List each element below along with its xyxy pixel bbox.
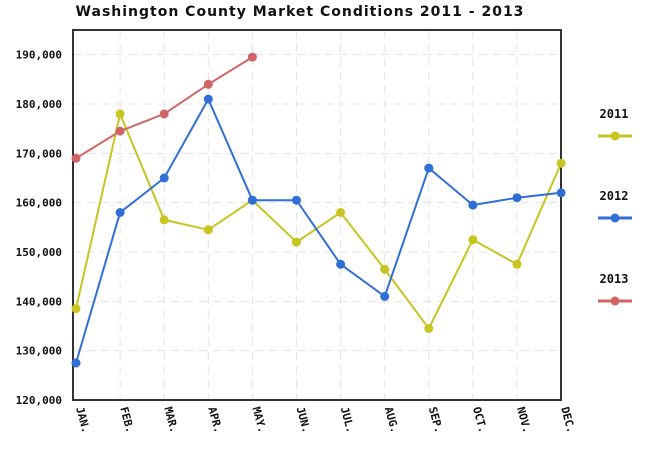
y-tick-label: 180,000 — [16, 98, 62, 111]
data-point-2012 — [380, 291, 390, 301]
data-point-2011 — [159, 215, 169, 225]
data-point-2013 — [203, 79, 213, 89]
y-tick-label: 190,000 — [16, 49, 62, 62]
data-point-2012 — [203, 94, 213, 104]
legend-label: 2011 — [600, 107, 629, 121]
x-tick-label: FEB. — [117, 405, 136, 434]
x-tick-label: SEP. — [426, 405, 445, 434]
legend-label: 2013 — [600, 272, 629, 286]
series-line-2011 — [75, 110, 563, 331]
legend-swatch-marker — [610, 296, 620, 306]
x-tick-label: DEC. — [558, 405, 577, 434]
chart-title: Washington County Market Conditions 2011… — [75, 4, 525, 20]
y-tick-label: 170,000 — [16, 147, 62, 160]
x-axis-ticks: JAN. FEB. MAR. APR. MAY. JUN. JUL. AUG. SEP. OCT.… — [73, 405, 578, 434]
y-tick-label: 120,000 — [16, 394, 62, 407]
x-tick-label: MAR. — [161, 405, 180, 434]
x-tick-label: OCT. — [470, 405, 489, 434]
data-point-2013 — [159, 109, 169, 119]
x-tick-label: AUG. — [382, 405, 401, 434]
data-point-2012 — [512, 193, 522, 203]
y-axis-ticks: 120,000 130,000 140,000 150,000 160,000 170,0… — [16, 49, 62, 407]
legend-label: 2012 — [600, 189, 629, 203]
data-point-2013 — [115, 126, 125, 136]
data-point-2012 — [336, 259, 346, 269]
series-line-2012 — [75, 96, 562, 364]
x-tick-label: APR. — [205, 405, 224, 434]
data-point-2011 — [556, 158, 566, 168]
x-tick-label: JUN. — [294, 405, 313, 434]
data-point-2012 — [424, 163, 434, 173]
data-point-2012 — [159, 173, 169, 183]
x-tick-label: MAY. — [250, 405, 269, 434]
plot-frame — [72, 29, 562, 401]
data-point-2012 — [556, 188, 566, 198]
data-point-2011 — [336, 208, 346, 217]
x-tick-label: JUL. — [338, 405, 357, 434]
data-point-2011 — [424, 324, 434, 333]
series-lines — [71, 52, 566, 368]
y-tick-label: 150,000 — [16, 246, 62, 259]
data-point-2011 — [71, 304, 81, 314]
data-point-2012 — [292, 195, 301, 205]
data-point-2012 — [468, 200, 478, 210]
y-tick-label: 160,000 — [16, 197, 62, 210]
data-point-2011 — [203, 225, 213, 235]
y-tick-label: 140,000 — [16, 295, 62, 308]
data-point-2011 — [380, 264, 390, 274]
legend-swatch-marker — [610, 131, 620, 141]
legend: 2011 2012 2013 — [598, 107, 632, 306]
data-point-2011 — [468, 235, 478, 245]
data-point-2011 — [512, 259, 522, 269]
grid-lines — [73, 30, 562, 400]
y-tick-label: 130,000 — [16, 345, 62, 358]
data-point-2011 — [115, 109, 125, 119]
data-point-2012 — [115, 208, 125, 217]
data-point-2013 — [71, 153, 81, 163]
data-point-2011 — [292, 237, 301, 247]
x-tick-label: NOV. — [514, 405, 533, 434]
data-point-2012 — [247, 195, 257, 205]
data-point-2012 — [71, 358, 81, 368]
x-tick-label: JAN. — [73, 405, 92, 434]
legend-swatch-marker — [610, 213, 620, 223]
data-point-2013 — [247, 52, 257, 62]
